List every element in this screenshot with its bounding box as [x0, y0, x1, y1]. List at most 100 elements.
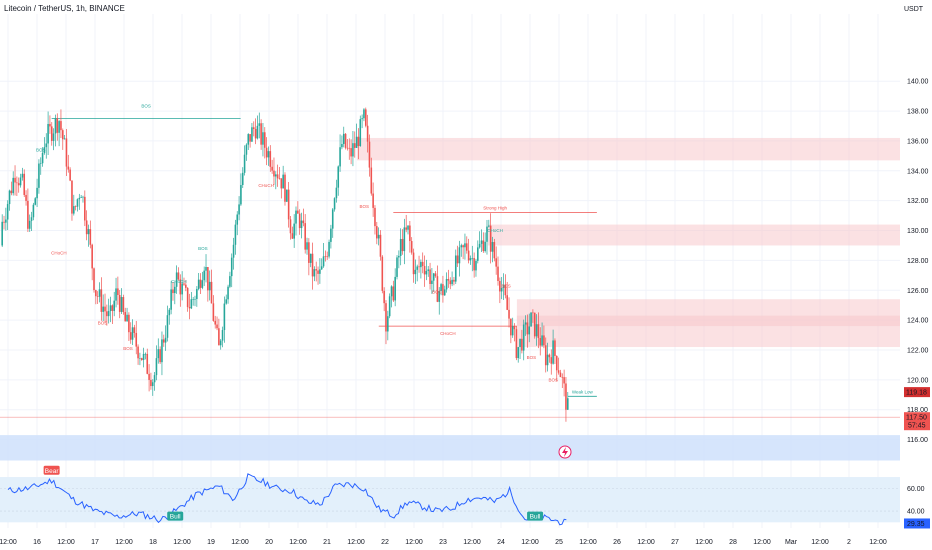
candle: [207, 267, 209, 291]
candle: [372, 193, 374, 208]
candle: [370, 167, 373, 194]
candle: [392, 286, 395, 301]
candle: [249, 134, 251, 142]
candle: [475, 260, 477, 271]
candle: [126, 314, 128, 322]
candle: [109, 305, 112, 312]
candle: [381, 256, 384, 291]
price-tick-label: 128.00: [907, 258, 929, 265]
candle: [443, 289, 446, 296]
candle: [196, 288, 198, 299]
candle: [155, 358, 158, 376]
candle: [412, 252, 415, 275]
time-tick-label: 12:00: [463, 539, 481, 546]
candle: [251, 127, 253, 142]
candle: [337, 166, 340, 188]
candle: [151, 382, 154, 387]
rsi-tick-label: 40.00: [907, 509, 925, 516]
time-axis[interactable]: 12:00 16 12:00 17 12:00 18 12:00 19 12:00 20 12:00…: [0, 539, 887, 546]
marker-value: 117.50: [906, 415, 927, 422]
candle: [359, 119, 362, 147]
rsi-badge-label: Bull: [170, 514, 181, 521]
candle: [467, 250, 470, 261]
candle: [438, 290, 441, 302]
candle: [533, 312, 536, 337]
marker-value: 119.18: [906, 390, 927, 397]
candle: [543, 335, 545, 346]
structure-label: CHoCH: [51, 250, 67, 255]
candle: [464, 243, 466, 248]
candle: [320, 266, 323, 270]
candle: [262, 132, 264, 145]
candle: [159, 349, 161, 363]
candlestick-series: [1, 107, 569, 422]
candle: [480, 240, 483, 244]
candle: [309, 253, 312, 263]
candle: [49, 123, 51, 127]
candle: [205, 267, 207, 271]
time-tick-label: 12:00: [695, 539, 713, 546]
candle: [555, 356, 558, 371]
candle: [456, 255, 459, 264]
candle: [199, 279, 202, 288]
candle: [227, 286, 229, 300]
lightning-icon[interactable]: [558, 445, 572, 459]
candle: [210, 281, 213, 304]
candle: [306, 242, 308, 250]
candle: [80, 197, 82, 198]
candle: [36, 187, 38, 199]
candle: [460, 245, 463, 248]
candle: [342, 133, 345, 145]
price-tick-label: 136.00: [907, 138, 929, 145]
candle: [111, 305, 114, 311]
time-tick-label: 16: [33, 539, 41, 546]
candle: [122, 297, 125, 313]
candle: [203, 270, 205, 281]
currency-unit[interactable]: USDT: [904, 6, 924, 13]
marker-badge: [904, 387, 930, 398]
rsi-tick-label: 60.00: [907, 486, 925, 493]
rsi-line: [7, 473, 567, 526]
candle: [399, 238, 402, 256]
candle: [73, 206, 75, 214]
candle: [298, 213, 301, 229]
time-tick-label: 12:00: [231, 539, 249, 546]
time-tick-label: 24: [497, 539, 505, 546]
candle: [361, 118, 363, 120]
candle: [157, 349, 160, 359]
candle: [324, 256, 327, 257]
candle: [353, 143, 356, 148]
candle: [440, 284, 442, 291]
candle: [506, 295, 508, 310]
candle: [139, 358, 141, 359]
candle: [530, 312, 532, 327]
candle: [113, 300, 116, 311]
structure-label: BOS: [548, 377, 558, 382]
candle: [232, 244, 235, 258]
candle: [453, 279, 455, 282]
candle: [333, 198, 336, 210]
candle: [208, 281, 211, 291]
candle: [377, 234, 380, 239]
price-axis[interactable]: 116.00 118.00 120.00 122.00 124.00 126.00 128.…: [900, 0, 932, 550]
time-tick-label: 12:00: [347, 539, 365, 546]
candle: [434, 273, 437, 277]
candle: [61, 130, 64, 140]
supply-zones: [356, 137, 901, 348]
candle: [317, 270, 319, 274]
candle: [14, 177, 16, 183]
candle: [390, 286, 393, 297]
candle: [350, 148, 352, 157]
price-tick-label: 132.00: [907, 198, 929, 205]
candle: [311, 253, 314, 277]
candle: [230, 257, 233, 277]
candle: [387, 316, 389, 332]
candle: [431, 280, 433, 284]
candle: [471, 258, 474, 259]
candle: [374, 207, 376, 227]
candle: [43, 147, 46, 153]
candle: [95, 290, 97, 297]
candle: [177, 272, 180, 280]
candle: [12, 177, 15, 194]
